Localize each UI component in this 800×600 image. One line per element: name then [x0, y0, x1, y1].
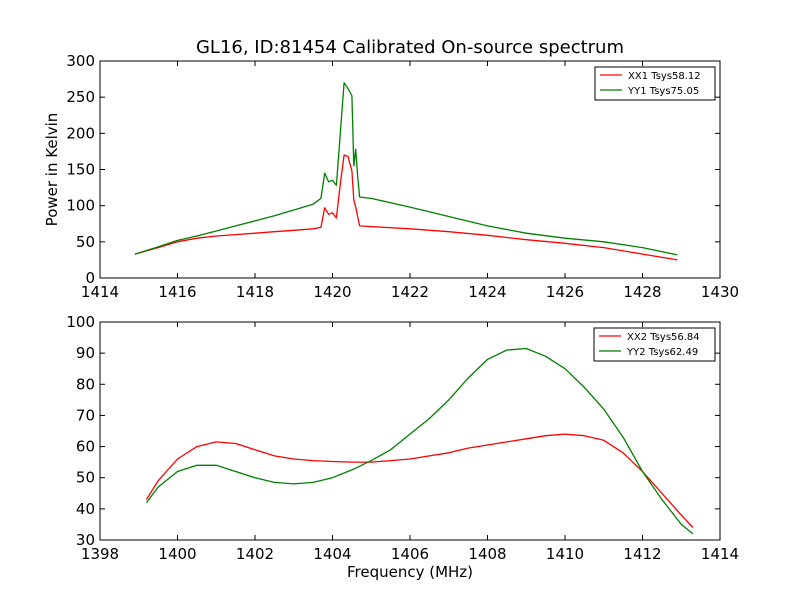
- y-tick-label: 80: [76, 375, 95, 393]
- x-tick-label: 1402: [236, 545, 274, 563]
- y-tick-label: 30: [76, 531, 95, 549]
- series-line: [134, 82, 678, 256]
- legend-label: YY2 Tsys62.49: [626, 347, 698, 358]
- x-tick-label: 1400: [158, 545, 196, 563]
- legend-label: XX2 Tsys56.84: [627, 332, 700, 343]
- y-tick-label: 100: [66, 197, 95, 215]
- x-tick-label: 1410: [546, 545, 584, 563]
- x-tick-label: 1406: [391, 545, 429, 563]
- y-tick-label: 250: [66, 88, 95, 106]
- y-tick-label: 50: [76, 233, 95, 251]
- y-tick-label: 100: [66, 313, 95, 331]
- figure-title: GL16, ID:81454 Calibrated On-source spec…: [196, 37, 624, 58]
- x-tick-label: 1420: [313, 283, 351, 301]
- top-panel: 1414 1416 1418 1420 1422 1424 1426 1428 1430 0 50 1…: [43, 52, 739, 301]
- y-tick-label: 300: [66, 52, 95, 70]
- x-tick-label: 1418: [236, 283, 274, 301]
- x-tick-label: 1424: [468, 283, 506, 301]
- x-tick-label: 1416: [158, 283, 196, 301]
- x-tick-label: 1414: [701, 545, 739, 563]
- x-tick-label: 1428: [623, 283, 661, 301]
- y-tick-label: 70: [76, 406, 95, 424]
- x-axis-label: Frequency (MHz): [347, 563, 473, 581]
- x-tick-label: 1426: [546, 283, 584, 301]
- y-tick-label: 50: [76, 469, 95, 487]
- y-tick-label: 150: [66, 161, 95, 179]
- series-line: [134, 154, 678, 261]
- x-tick-label: 1414: [81, 283, 119, 301]
- x-tick-label: 1398: [81, 545, 119, 563]
- series-line: [145, 347, 694, 535]
- series-line: [145, 433, 694, 528]
- y-tick-label: 40: [76, 500, 95, 518]
- x-tick-label: 1404: [313, 545, 351, 563]
- x-tick-label: 1412: [623, 545, 661, 563]
- x-tick-label: 1408: [468, 545, 506, 563]
- y-tick-label: 90: [76, 344, 95, 362]
- bottom-panel: 1398 1400 1402 1404 1406 1408 1410 1412 1414 30 40…: [66, 313, 739, 563]
- legend-label: XX1 Tsys58.12: [628, 71, 701, 82]
- legend-label: YY1 Tsys75.05: [627, 86, 699, 97]
- y-tick-label: 60: [76, 438, 95, 456]
- y-axis-label: Power in Kelvin: [43, 113, 61, 227]
- y-tick-label: 200: [66, 124, 95, 142]
- legend-box: [593, 327, 716, 362]
- x-tick-label: 1430: [701, 283, 739, 301]
- y-tick-label: 0: [85, 269, 95, 287]
- legend-box: [594, 66, 716, 101]
- x-tick-label: 1422: [391, 283, 429, 301]
